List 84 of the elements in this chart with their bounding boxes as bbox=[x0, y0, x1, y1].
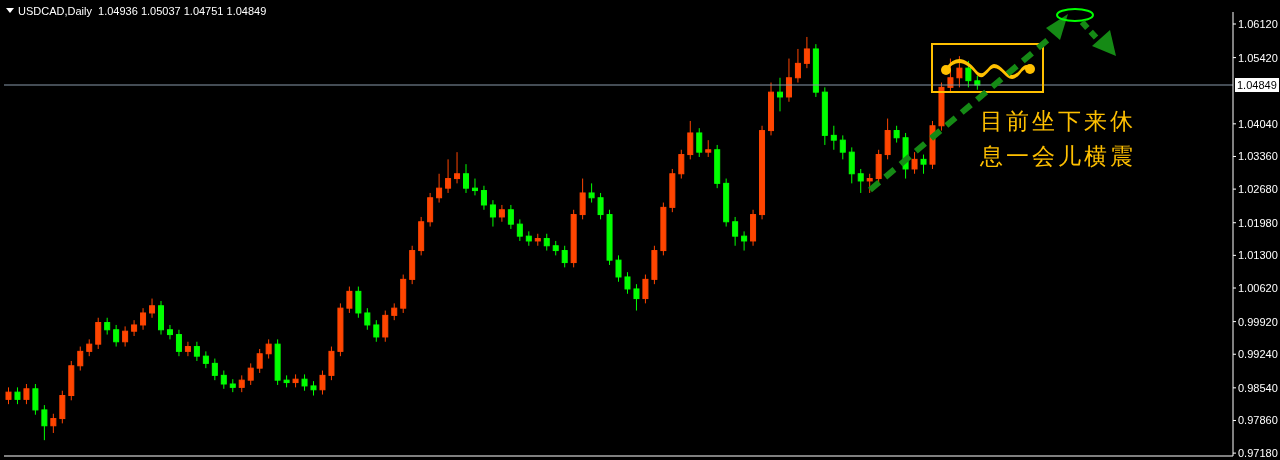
candlestick bbox=[615, 254, 622, 283]
y-tick-label: 0.99240 bbox=[1238, 348, 1278, 361]
candlestick bbox=[489, 199, 496, 228]
candlestick bbox=[319, 370, 326, 396]
candlestick bbox=[480, 185, 487, 211]
y-tick-label: 0.99920 bbox=[1238, 315, 1278, 328]
candlestick bbox=[373, 319, 380, 343]
candlestick bbox=[77, 346, 84, 372]
candlestick bbox=[184, 341, 191, 357]
candlestick bbox=[454, 151, 461, 184]
candlestick bbox=[920, 154, 927, 175]
y-tick-label: 1.01980 bbox=[1238, 216, 1278, 229]
y-tick-label: 1.02680 bbox=[1238, 183, 1278, 196]
y-tick-label: 0.98540 bbox=[1238, 381, 1278, 394]
candlestick bbox=[741, 230, 748, 252]
candlestick bbox=[866, 173, 873, 194]
candlestick bbox=[211, 358, 218, 381]
candlestick bbox=[732, 216, 739, 247]
y-tick-label: 1.06120 bbox=[1238, 17, 1278, 30]
candlestick bbox=[965, 60, 972, 88]
candlestick bbox=[131, 319, 138, 337]
candlestick bbox=[95, 317, 102, 350]
candlestick bbox=[642, 274, 649, 304]
candlestick bbox=[355, 286, 362, 319]
candlestick bbox=[445, 158, 452, 194]
candlestick bbox=[193, 341, 200, 362]
candlestick bbox=[678, 149, 685, 180]
candlestick bbox=[220, 370, 227, 390]
candlestick bbox=[427, 192, 434, 228]
candlestick bbox=[140, 307, 147, 331]
candlestick bbox=[382, 310, 389, 343]
chart-title: USDCAD,Daily 1.04936 1.05037 1.04751 1.04849 bbox=[18, 5, 267, 17]
candlestick bbox=[328, 346, 335, 381]
y-tick-label: 1.04040 bbox=[1238, 117, 1278, 130]
candlestick bbox=[256, 348, 263, 374]
candlestick bbox=[23, 383, 30, 405]
candlestick bbox=[516, 218, 523, 242]
candlestick bbox=[436, 173, 443, 204]
candlestick bbox=[588, 182, 595, 204]
candlestick bbox=[158, 300, 164, 336]
candlestick bbox=[830, 125, 837, 151]
y-tick-label: 1.03360 bbox=[1238, 150, 1278, 163]
candlestick bbox=[122, 325, 129, 348]
annotation: 目前坐下来休息一会儿横震 bbox=[980, 107, 1137, 171]
y-tick-label: 1.05420 bbox=[1238, 51, 1278, 64]
candlestick bbox=[875, 149, 882, 184]
candlestick bbox=[50, 413, 57, 434]
candlestick bbox=[113, 324, 120, 348]
candlestick bbox=[32, 383, 39, 416]
candlestick bbox=[776, 77, 783, 112]
candlestick bbox=[696, 127, 703, 158]
candlestick bbox=[911, 151, 918, 175]
candlestick bbox=[794, 48, 801, 84]
candlestick bbox=[803, 36, 810, 69]
candlestick bbox=[687, 120, 694, 160]
y-tick-label: 0.97860 bbox=[1238, 414, 1278, 427]
candlestick bbox=[579, 178, 586, 220]
y-tick-label: 0.97180 bbox=[1238, 447, 1278, 460]
candlestick bbox=[848, 146, 855, 184]
candlestick bbox=[346, 286, 353, 314]
candlestick bbox=[857, 168, 864, 194]
candlestick bbox=[265, 338, 272, 360]
candlestick bbox=[956, 55, 963, 88]
candlestick bbox=[624, 271, 631, 295]
candlestick bbox=[561, 245, 568, 268]
candlestick bbox=[633, 283, 640, 312]
candlestick bbox=[884, 118, 891, 160]
candlestick bbox=[41, 404, 48, 441]
ref-line-label: 1.04849 bbox=[1237, 79, 1277, 92]
candlestick bbox=[59, 390, 66, 424]
candlestick bbox=[149, 298, 156, 319]
candlestick bbox=[247, 362, 254, 386]
candlestick bbox=[839, 134, 846, 160]
candlestick bbox=[498, 204, 505, 223]
candlestick bbox=[471, 178, 478, 196]
candlestick bbox=[597, 192, 604, 220]
candlestick bbox=[175, 329, 182, 357]
candlestick bbox=[463, 163, 470, 194]
candlestick bbox=[202, 350, 209, 369]
y-tick-label: 1.00620 bbox=[1238, 281, 1278, 294]
candlestick bbox=[166, 324, 173, 340]
candlestick bbox=[507, 204, 514, 230]
y-tick-label: 1.01300 bbox=[1238, 249, 1278, 262]
candlestick bbox=[364, 307, 371, 331]
